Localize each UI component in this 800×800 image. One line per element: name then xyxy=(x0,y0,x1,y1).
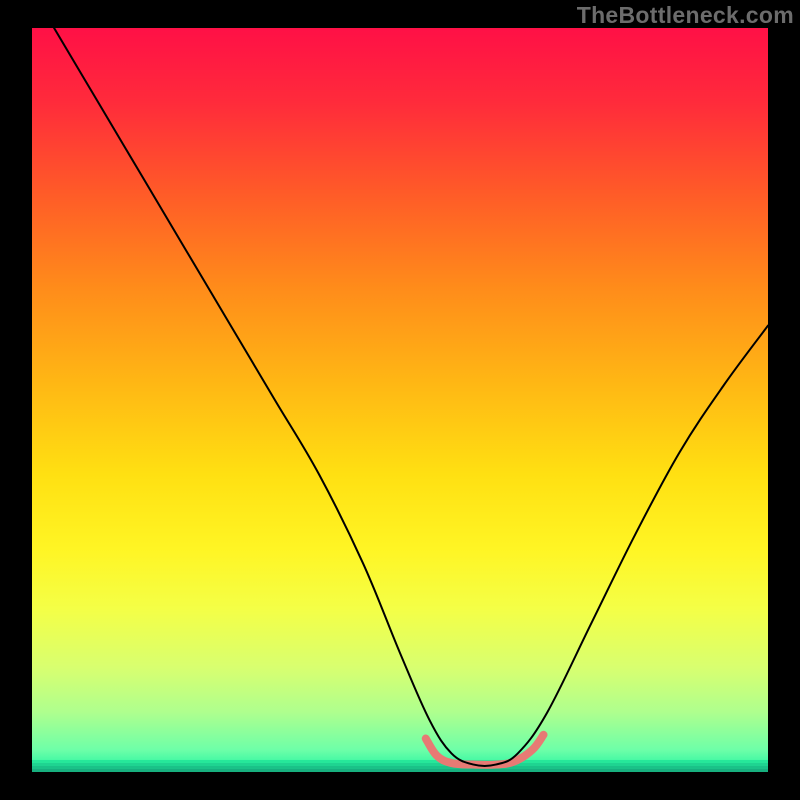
chart-frame: TheBottleneck.com xyxy=(0,0,800,800)
plot-area xyxy=(32,28,768,772)
watermark-text: TheBottleneck.com xyxy=(577,2,794,29)
bottom-stripe xyxy=(32,766,768,769)
gradient-background xyxy=(32,28,768,772)
bottom-stripe xyxy=(32,769,768,772)
bottom-stripe xyxy=(32,760,768,763)
bottom-stripe xyxy=(32,763,768,766)
bottleneck-chart-svg xyxy=(32,28,768,772)
